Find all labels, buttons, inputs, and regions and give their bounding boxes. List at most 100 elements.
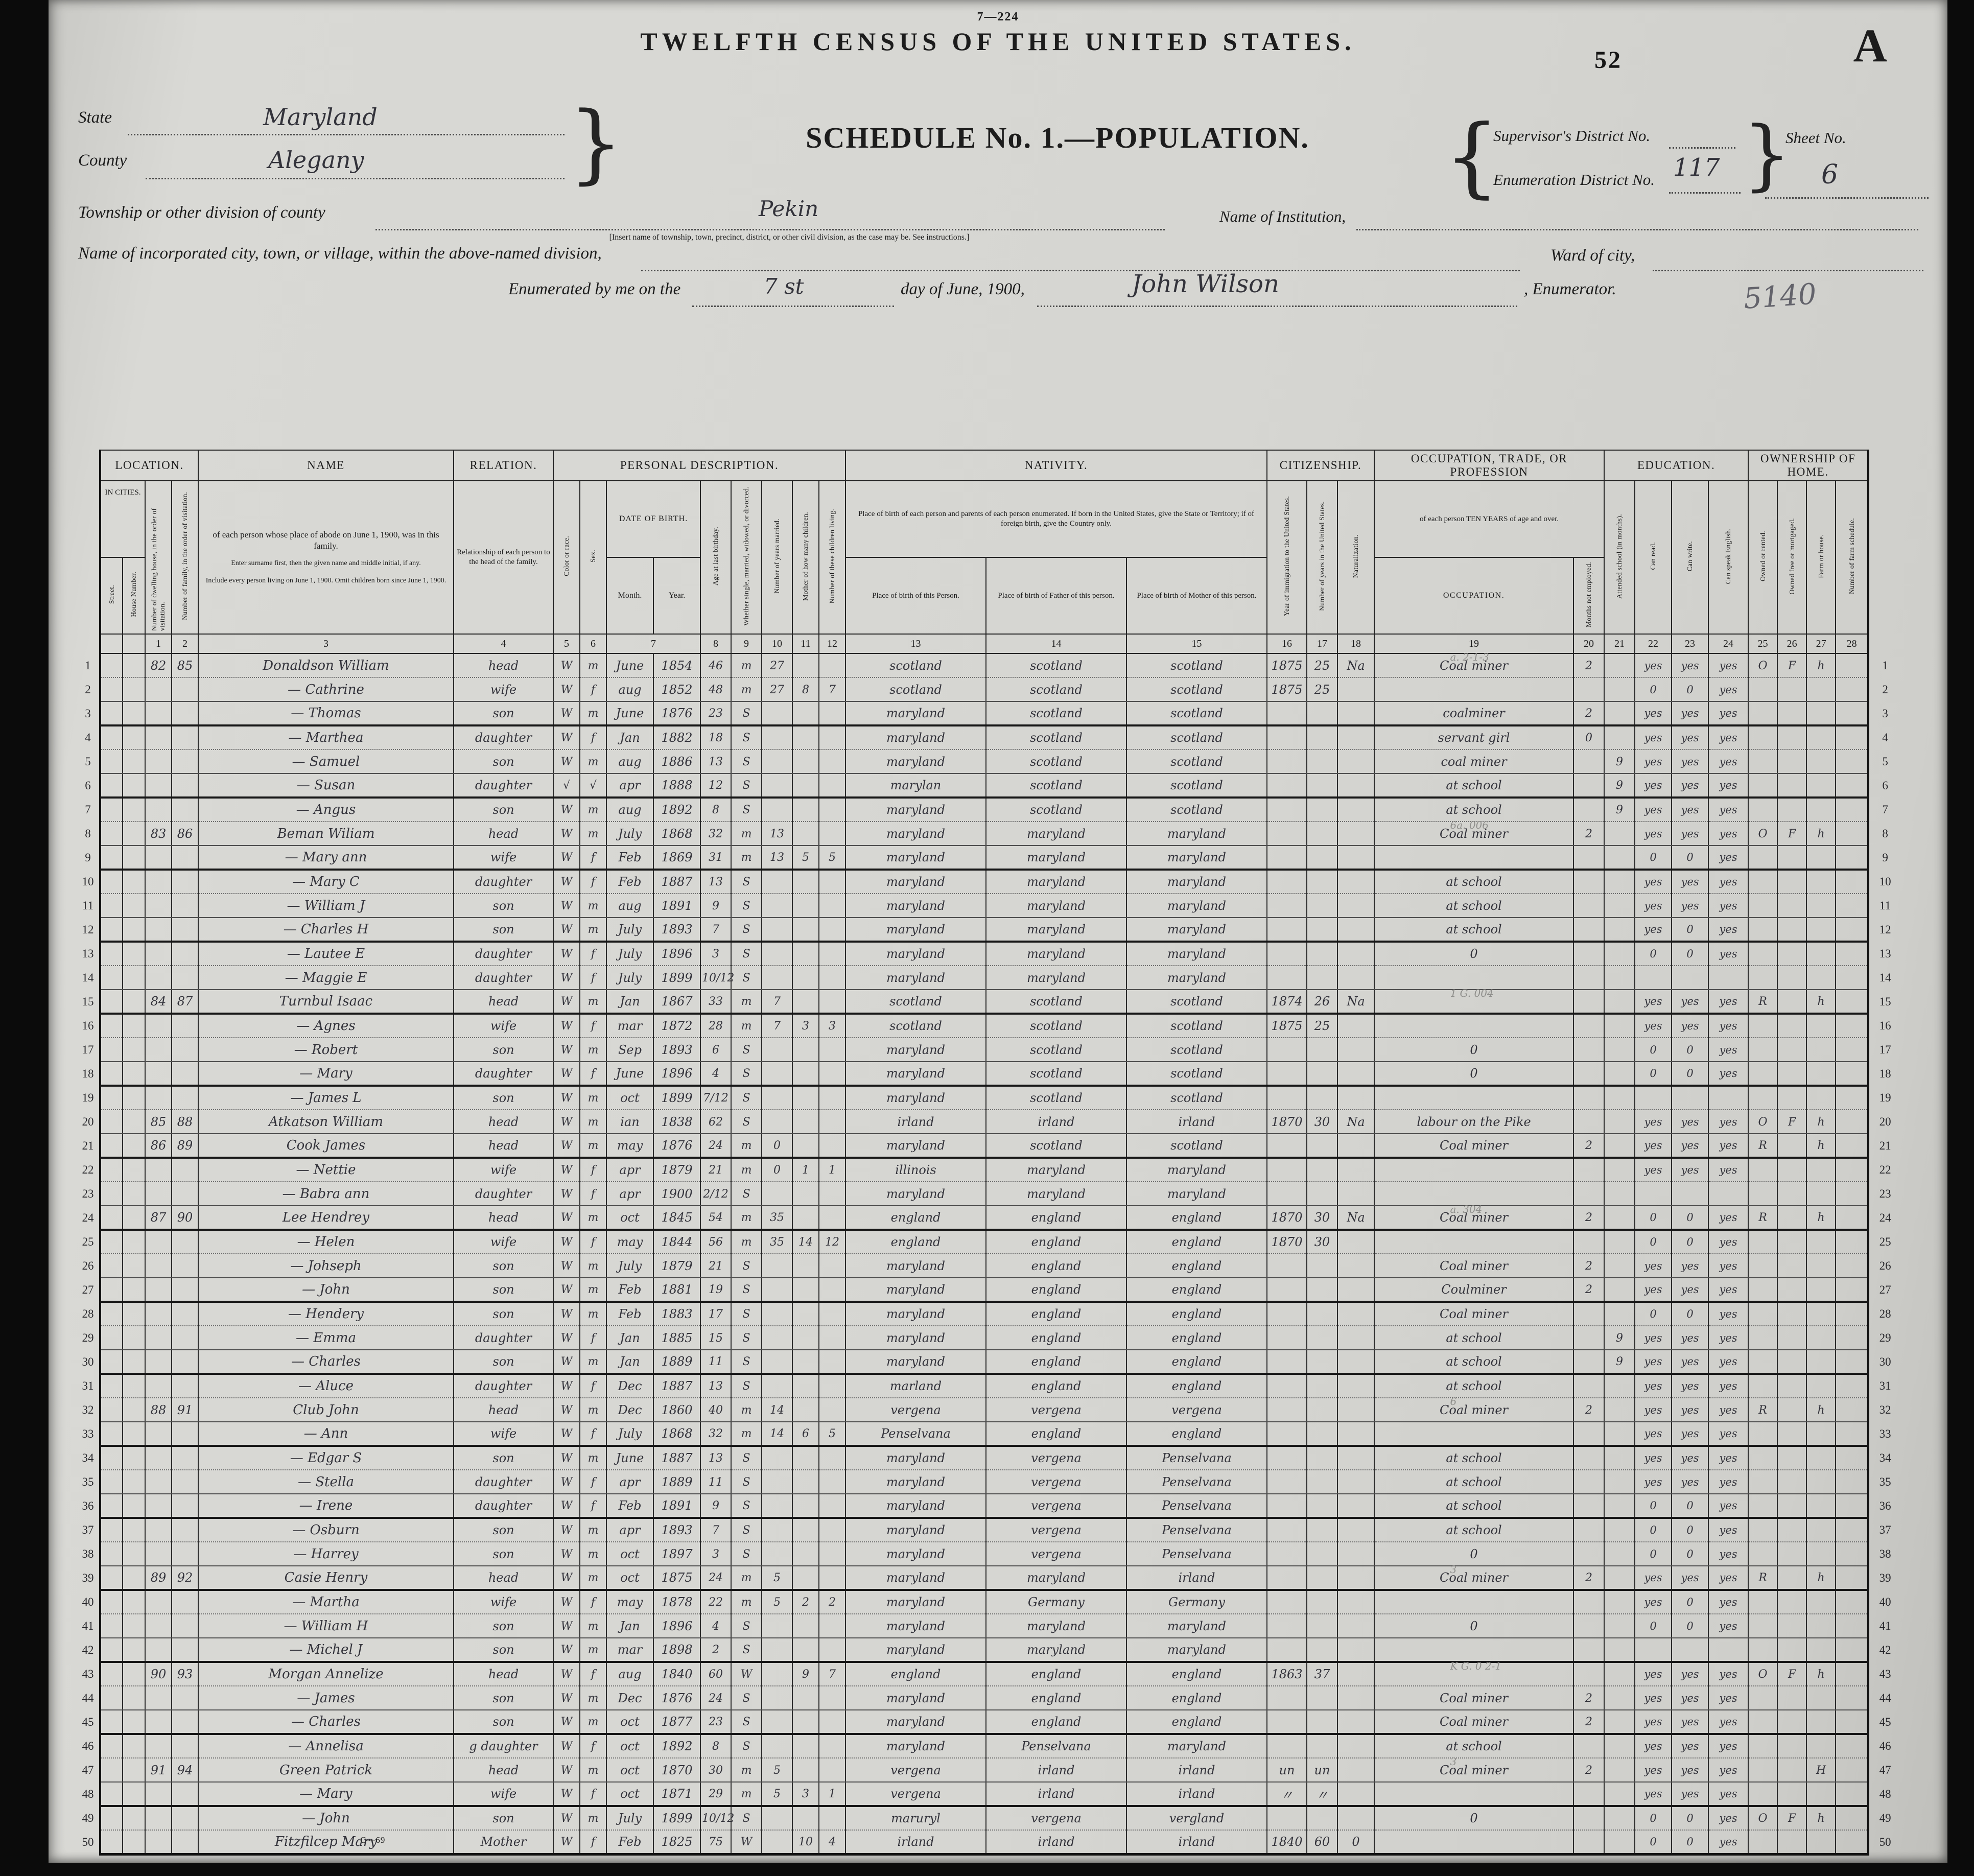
cell-imm: 1874 <box>1266 990 1308 1015</box>
cell-wr: 0 <box>1671 1038 1709 1062</box>
cell-yr: 1868 <box>653 822 701 846</box>
handwritten-value: yes <box>1719 707 1737 719</box>
cell-mar: S <box>731 1446 762 1470</box>
handwritten-value: head <box>488 1667 519 1681</box>
cell-color: W <box>553 942 580 966</box>
cell-dw <box>145 798 172 822</box>
cell-occ: 0 <box>1374 1542 1575 1566</box>
cell-fs <box>1835 1326 1870 1350</box>
handwritten-value: 2 <box>712 1644 719 1656</box>
cell-liv <box>818 1038 846 1062</box>
handwritten-value: yes <box>1644 876 1662 888</box>
handwritten-value: Coal miner <box>1440 1715 1509 1729</box>
cell-color: W <box>553 1542 580 1566</box>
row-number-right: 11 <box>1879 899 1891 912</box>
handwritten-value: wife <box>490 682 517 697</box>
handwritten-value: W <box>560 1355 573 1368</box>
cell-sch <box>1604 1278 1636 1303</box>
cell-fm <box>1777 773 1807 799</box>
cell-name: — Irene <box>198 1494 454 1519</box>
institution-label: Name of Institution, <box>1219 207 1346 225</box>
cell-street <box>99 990 123 1015</box>
cell-fs <box>1835 1638 1870 1663</box>
handwritten-value: 0 <box>1686 1043 1694 1056</box>
cell-ym: 5 <box>761 1566 793 1591</box>
cell-pbm: scotland <box>1125 1038 1268 1062</box>
cell-street <box>99 1806 123 1831</box>
cell-pb: maryland <box>845 1638 986 1663</box>
handwritten-value: maryland <box>886 1186 945 1201</box>
cell-name: — Thomas <box>198 701 454 726</box>
cell-sch <box>1604 1782 1636 1807</box>
cell-ym <box>761 1806 793 1831</box>
cell-ym <box>761 1446 793 1470</box>
col-attended-school: Attended school (in months). <box>1604 480 1636 635</box>
cell-ym <box>761 1062 793 1087</box>
handwritten-value: — Angus <box>296 802 356 817</box>
date-of-birth-header: DATE OF BIRTH. <box>606 480 701 558</box>
cell-wr: yes <box>1671 1110 1709 1134</box>
cell-fam <box>171 798 199 822</box>
cell-pbf: scotland <box>985 1086 1127 1110</box>
dotted-line <box>1653 270 1923 271</box>
cell-imm <box>1266 1134 1308 1159</box>
cell-sch <box>1604 1422 1636 1447</box>
cell-house <box>122 966 146 990</box>
cell-own: O <box>1748 653 1778 678</box>
cell-house <box>122 822 146 846</box>
cell-sex: f <box>579 1662 607 1686</box>
col-number: 28 <box>1835 634 1870 654</box>
cell-pbf: maryland <box>985 966 1127 990</box>
handwritten-value: June <box>616 658 644 673</box>
handwritten-value: m <box>741 659 752 672</box>
cell-street <box>99 1734 123 1758</box>
cell-sch <box>1604 1206 1636 1231</box>
cell-pb: maryland <box>845 1614 986 1638</box>
county-value: Alegany <box>268 146 364 174</box>
cell-occ: at school <box>1374 1374 1575 1398</box>
handwritten-value: 33 <box>709 995 723 1008</box>
cell-sex: m <box>579 1542 607 1566</box>
cell-yr: 1868 <box>653 1422 701 1447</box>
cell-yr: 1879 <box>653 1158 701 1182</box>
cell-moc <box>792 1542 819 1566</box>
handwritten-value: 1893 <box>661 1523 693 1537</box>
cell-dw: 84 <box>145 990 172 1015</box>
cell-nat <box>1337 1254 1375 1278</box>
cell-fam: 87 <box>171 990 199 1015</box>
cell-fm <box>1777 1350 1807 1375</box>
cell-imm <box>1266 870 1308 894</box>
handwritten-value: — Susan <box>296 778 356 793</box>
cell-rel: daughter <box>453 773 554 799</box>
col-number: 16 <box>1266 634 1308 654</box>
cell-moc: 5 <box>792 846 819 871</box>
handwritten-value: 1872 <box>661 1019 693 1033</box>
cell-imm <box>1266 1566 1308 1591</box>
handwritten-value: maryland <box>886 1138 945 1153</box>
cell-dw <box>145 1422 172 1447</box>
cell-wr: yes <box>1671 1782 1709 1807</box>
cell-rel: son <box>453 1806 554 1831</box>
cell-fh <box>1806 1230 1837 1254</box>
cell-pb: maryland <box>845 1542 986 1566</box>
col-children-living: Number of these children living. <box>818 480 846 635</box>
handwritten-value: Coal miner <box>1440 1763 1509 1777</box>
cell-mne <box>1573 1182 1605 1206</box>
cell-dw <box>145 966 172 990</box>
cell-name: — Robert <box>198 1038 454 1062</box>
row-number-left: 41 <box>82 1619 94 1632</box>
cell-mne <box>1573 1446 1605 1470</box>
handwritten-value: — Babra ann <box>282 1186 370 1202</box>
handwritten-value: 30 <box>1314 1235 1330 1249</box>
handwritten-value: maryland <box>1167 1186 1226 1201</box>
cell-fam <box>171 1326 199 1350</box>
cell-mne <box>1573 1326 1605 1350</box>
cell-fh <box>1806 1182 1837 1206</box>
cell-street <box>99 1398 123 1422</box>
cell-house <box>122 1062 146 1087</box>
handwritten-value: S <box>742 1355 750 1368</box>
handwritten-value: 88 <box>177 1114 193 1129</box>
cell-yus <box>1306 1638 1338 1663</box>
handwritten-value: W <box>560 1499 573 1512</box>
cell-nat <box>1337 1590 1375 1614</box>
